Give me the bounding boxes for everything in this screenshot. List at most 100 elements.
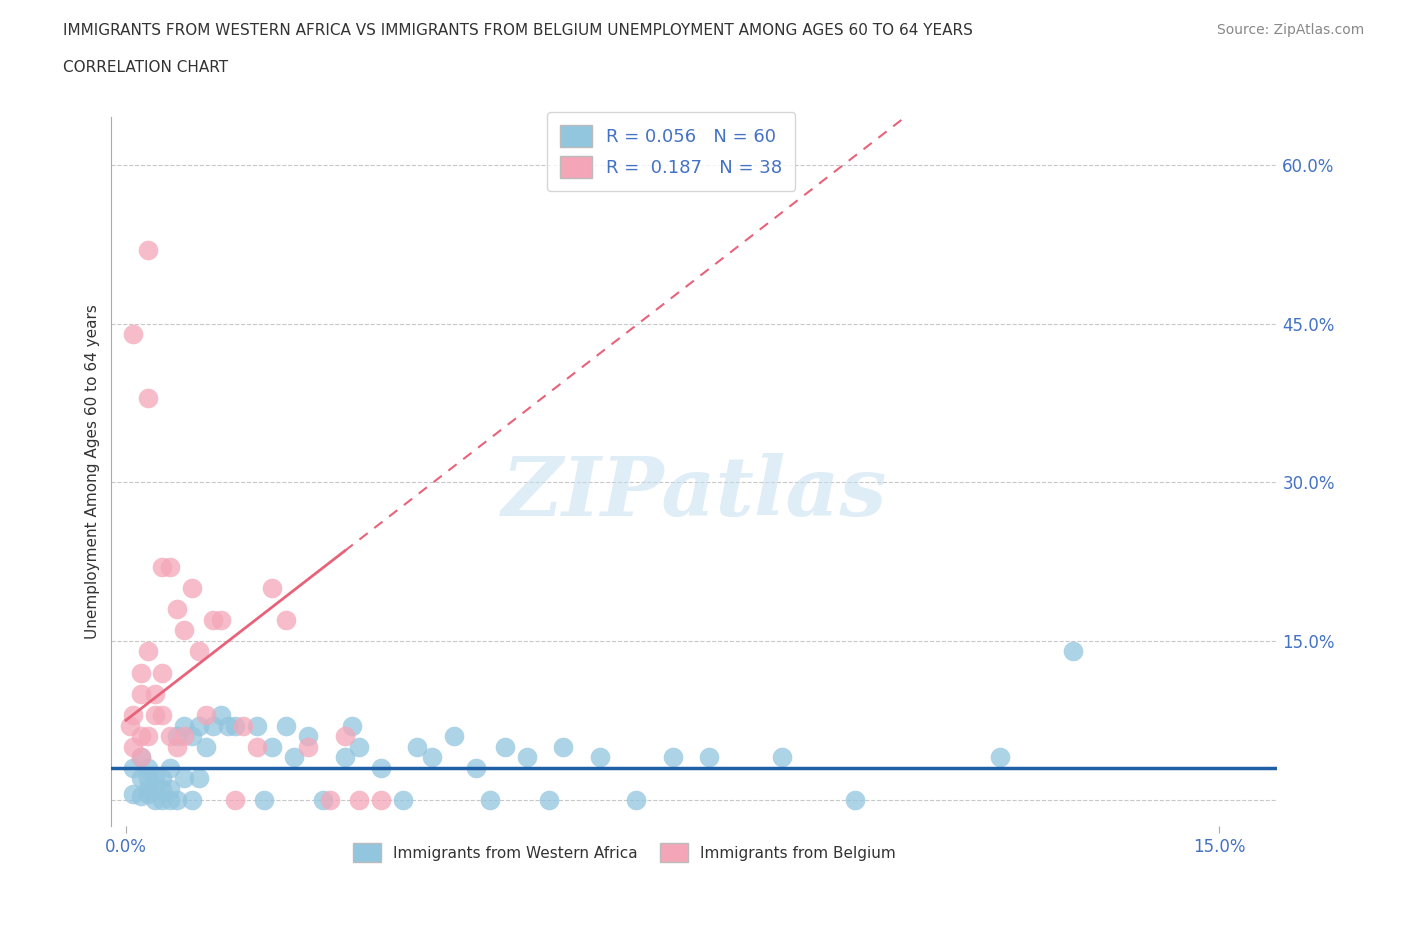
Point xyxy=(224,792,246,807)
Point xyxy=(136,771,159,786)
Point xyxy=(136,242,159,257)
Point xyxy=(697,750,720,764)
Point xyxy=(195,708,218,723)
Point xyxy=(136,729,159,744)
Point xyxy=(129,771,152,786)
Point xyxy=(553,739,575,754)
Point xyxy=(202,718,225,733)
Point xyxy=(173,771,195,786)
Point xyxy=(173,623,195,638)
Point xyxy=(464,761,486,776)
Point xyxy=(283,750,305,764)
Point xyxy=(159,781,181,796)
Point xyxy=(143,686,166,701)
Point xyxy=(152,560,174,575)
Point xyxy=(537,792,560,807)
Text: IMMIGRANTS FROM WESTERN AFRICA VS IMMIGRANTS FROM BELGIUM UNEMPLOYMENT AMONG AGE: IMMIGRANTS FROM WESTERN AFRICA VS IMMIGR… xyxy=(63,23,973,38)
Point xyxy=(276,718,298,733)
Point xyxy=(624,792,647,807)
Point xyxy=(516,750,538,764)
Point xyxy=(209,612,232,627)
Point xyxy=(180,580,202,595)
Point xyxy=(166,792,188,807)
Point xyxy=(260,739,283,754)
Point xyxy=(297,739,319,754)
Point xyxy=(122,739,145,754)
Text: ZIPatlas: ZIPatlas xyxy=(502,453,887,533)
Point xyxy=(297,729,319,744)
Point xyxy=(319,792,342,807)
Point xyxy=(202,612,225,627)
Point xyxy=(340,718,363,733)
Point xyxy=(129,729,152,744)
Point xyxy=(187,718,209,733)
Point xyxy=(173,718,195,733)
Point xyxy=(370,792,392,807)
Point xyxy=(1062,644,1084,659)
Text: CORRELATION CHART: CORRELATION CHART xyxy=(63,60,228,75)
Point xyxy=(443,729,465,744)
Point xyxy=(159,761,181,776)
Point xyxy=(152,665,174,680)
Point xyxy=(129,750,152,764)
Point xyxy=(143,708,166,723)
Point xyxy=(122,761,145,776)
Point xyxy=(195,739,218,754)
Point xyxy=(406,739,429,754)
Y-axis label: Unemployment Among Ages 60 to 64 years: Unemployment Among Ages 60 to 64 years xyxy=(86,304,100,639)
Point xyxy=(180,792,202,807)
Point xyxy=(159,729,181,744)
Point xyxy=(129,686,152,701)
Point xyxy=(136,644,159,659)
Point xyxy=(143,771,166,786)
Point xyxy=(152,781,174,796)
Point xyxy=(136,781,159,796)
Point xyxy=(166,729,188,744)
Point xyxy=(122,326,145,341)
Point xyxy=(312,792,335,807)
Point xyxy=(246,739,269,754)
Point xyxy=(479,792,502,807)
Point xyxy=(224,718,246,733)
Point xyxy=(136,761,159,776)
Legend: Immigrants from Western Africa, Immigrants from Belgium: Immigrants from Western Africa, Immigran… xyxy=(347,837,901,868)
Point xyxy=(589,750,612,764)
Point xyxy=(143,792,166,807)
Point xyxy=(232,718,254,733)
Point xyxy=(209,708,232,723)
Point xyxy=(122,787,145,802)
Point xyxy=(152,708,174,723)
Point xyxy=(770,750,793,764)
Point xyxy=(159,560,181,575)
Point xyxy=(276,612,298,627)
Point xyxy=(370,761,392,776)
Point xyxy=(253,792,276,807)
Point xyxy=(136,787,159,802)
Point xyxy=(187,771,209,786)
Point xyxy=(166,739,188,754)
Point xyxy=(392,792,415,807)
Point xyxy=(246,718,269,733)
Point xyxy=(122,708,145,723)
Point xyxy=(187,644,209,659)
Text: Source: ZipAtlas.com: Source: ZipAtlas.com xyxy=(1216,23,1364,37)
Point xyxy=(260,580,283,595)
Point xyxy=(217,718,239,733)
Point xyxy=(159,792,181,807)
Point xyxy=(420,750,443,764)
Point xyxy=(129,789,152,804)
Point xyxy=(347,792,370,807)
Point xyxy=(136,391,159,405)
Point xyxy=(494,739,516,754)
Point xyxy=(347,739,370,754)
Point xyxy=(844,792,866,807)
Point xyxy=(173,729,195,744)
Point xyxy=(180,729,202,744)
Point xyxy=(118,718,141,733)
Point xyxy=(166,602,188,617)
Point xyxy=(152,792,174,807)
Point xyxy=(143,781,166,796)
Point xyxy=(990,750,1012,764)
Point xyxy=(333,750,356,764)
Point xyxy=(129,665,152,680)
